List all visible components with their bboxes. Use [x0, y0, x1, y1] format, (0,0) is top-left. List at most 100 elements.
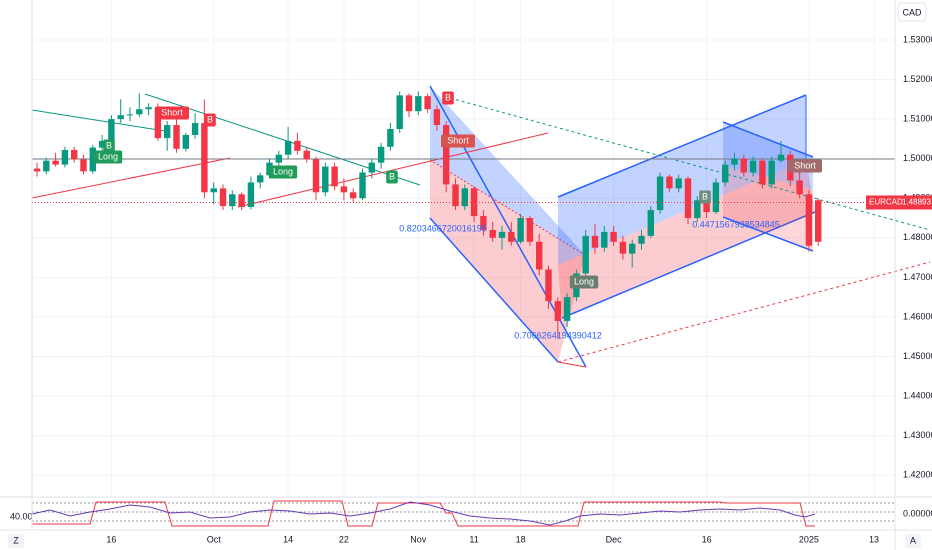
currency-box [897, 2, 927, 22]
auto-scale-button[interactable] [905, 534, 921, 548]
candle-body [377, 146, 385, 163]
candle-body [610, 231, 617, 242]
fib-value-label: 0.7066264194390412 [514, 330, 602, 340]
candle-body [284, 140, 292, 155]
zoom-button-label[interactable]: Z [13, 535, 19, 545]
candle-body [498, 231, 506, 238]
indicator-axis-label: 0.00000 [903, 508, 932, 518]
channel-fill-lower [723, 165, 813, 251]
fib-value-label: 0.8203466720016195 [399, 223, 487, 233]
candle-body [322, 166, 329, 193]
signal-label: B [106, 140, 112, 150]
candle-body [350, 192, 357, 199]
candle-body [526, 218, 534, 242]
candle-body [52, 160, 59, 165]
y-tick-label: 1.48000 [903, 232, 932, 242]
signal-label-box [103, 139, 115, 153]
candle-body [768, 160, 775, 185]
candle-body [489, 229, 496, 238]
x-tick-label: 11 [469, 534, 478, 544]
candle-body [647, 210, 654, 236]
zoom-button[interactable] [8, 534, 24, 548]
channel-line [429, 217, 559, 363]
channel-line [722, 121, 814, 158]
candle-body [229, 194, 236, 207]
channel-fill-upper [558, 95, 806, 265]
trend-line-dashed [557, 261, 931, 363]
channel-line [722, 216, 814, 252]
candle-body [480, 216, 487, 230]
candle-body [368, 162, 375, 173]
candle-body [805, 194, 813, 246]
signal-label: Long [574, 276, 594, 286]
y-tick-label: 1.46000 [903, 311, 932, 321]
last-price-box [866, 195, 932, 210]
signal-label: B [207, 114, 213, 124]
candle-body [247, 182, 255, 207]
candle-body [331, 166, 338, 187]
x-tick-label: 14 [283, 534, 293, 544]
candle-body [731, 158, 738, 165]
candle-body [470, 188, 478, 217]
candle-body [33, 168, 41, 172]
candle-body [405, 95, 413, 112]
candle-body [201, 123, 208, 193]
channel-line [557, 94, 807, 198]
candle-body [433, 109, 441, 126]
currency-label: CAD [902, 7, 922, 17]
fib-value-label: 0.4471567938534845 [692, 219, 780, 229]
candle-body [796, 180, 803, 195]
candle-body [424, 96, 431, 110]
signal-label: B [702, 191, 708, 201]
signal-label: Short [447, 135, 469, 145]
candle-body [173, 125, 180, 149]
grid [32, 0, 895, 497]
x-tick-label: Nov [410, 534, 427, 544]
candle-body [675, 178, 682, 189]
candle-body [396, 95, 403, 129]
candle-body [312, 159, 320, 193]
candle-body [461, 188, 468, 207]
candle-body [359, 172, 366, 199]
candle-body [415, 96, 422, 112]
indicator-signal [32, 500, 815, 527]
y-tick-label: 1.45000 [903, 351, 932, 361]
candle-body [666, 176, 673, 189]
candle-body [591, 235, 599, 248]
candle-body [703, 200, 710, 213]
signal-label: Long [98, 151, 118, 161]
signal-label-box [93, 150, 123, 164]
y-tick-label: 1.44000 [903, 390, 932, 400]
x-tick-label: Dec [606, 534, 623, 544]
indicator-level-label: 40.00 [10, 511, 33, 521]
candle-body [517, 218, 524, 242]
candle-body [536, 241, 543, 270]
candle-body [563, 297, 571, 321]
candle-body [294, 140, 301, 151]
y-tick-label: 1.51000 [903, 113, 932, 123]
signal-label-box [441, 134, 475, 148]
y-tick-label: 1.50000 [903, 153, 932, 163]
indicator-pane: 40.00 0.00000 [0, 496, 932, 527]
candle-body [694, 200, 701, 219]
y-tick-label: 1.42000 [903, 470, 932, 480]
candle-body [619, 241, 627, 254]
candle-body [98, 140, 106, 148]
candle-body [601, 231, 608, 248]
signal-label: Short [794, 160, 816, 170]
y-tick-label: 1.53000 [903, 34, 932, 44]
candle-body [722, 164, 729, 183]
auto-scale-button-label[interactable]: A [910, 535, 916, 545]
candle-body [89, 147, 96, 172]
channel-fill-lower [430, 160, 585, 362]
candle-body [452, 184, 459, 207]
trend-line [557, 361, 587, 368]
trend-line-dashed [449, 97, 931, 231]
x-tick-label: 16 [106, 534, 116, 544]
candle-body [108, 119, 115, 141]
candle-body [815, 200, 822, 242]
candle-body [136, 109, 143, 115]
candle-body [638, 235, 645, 244]
y-tick-label: 1.52000 [903, 74, 932, 84]
